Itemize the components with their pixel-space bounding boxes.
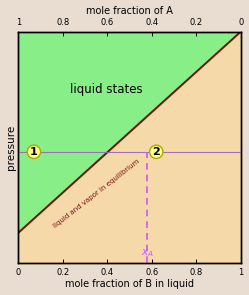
Text: 1: 1 xyxy=(30,147,38,157)
Text: $x_A$: $x_A$ xyxy=(141,248,154,259)
Text: liquid states: liquid states xyxy=(69,83,142,96)
X-axis label: mole fraction of A: mole fraction of A xyxy=(86,6,173,16)
Text: 2: 2 xyxy=(152,147,160,157)
Y-axis label: pressure: pressure xyxy=(5,124,15,170)
Text: liquid and vapor in equilibrium: liquid and vapor in equilibrium xyxy=(52,158,140,229)
X-axis label: mole fraction of B in liquid: mole fraction of B in liquid xyxy=(65,279,194,289)
